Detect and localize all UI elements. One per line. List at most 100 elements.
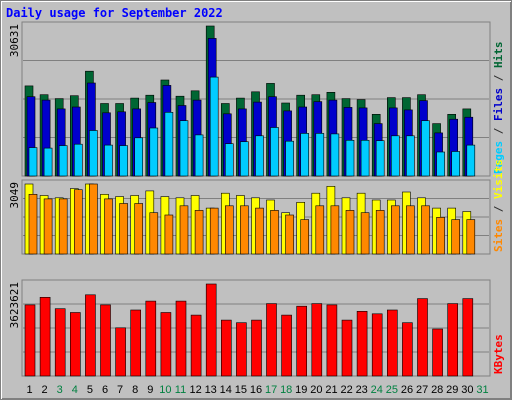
bar-sites-day-30 (466, 219, 476, 255)
bar-kbytes-day-12 (190, 314, 202, 377)
x-tick-label: 19 (295, 384, 307, 396)
bar-pages-day-18 (285, 140, 294, 177)
bar-pages-day-4 (74, 143, 83, 177)
bar-sites-day-1 (28, 194, 38, 255)
bar-kbytes-day-20 (311, 303, 323, 377)
chart-title: Daily usage for September 2022 (6, 6, 223, 20)
x-tick-label: 24 (371, 384, 383, 396)
bar-sites-day-8 (134, 203, 143, 255)
bar-pages-day-17 (270, 127, 279, 177)
bar-kbytes-day-16 (251, 319, 262, 377)
bar-pages-day-19 (300, 133, 310, 177)
bar-pages-day-8 (134, 137, 143, 177)
bar-sites-day-18 (285, 214, 294, 255)
bar-sites-day-19 (300, 219, 310, 255)
bar-kbytes-day-22 (341, 319, 353, 377)
bar-kbytes-day-5 (85, 294, 96, 377)
bar-sites-day-21 (330, 205, 340, 255)
bar-sites-day-28 (436, 217, 445, 255)
bar-pages-day-21 (330, 133, 340, 177)
bar-kbytes-day-30 (462, 298, 474, 377)
bar-pages-day-6 (104, 144, 113, 177)
bar-kbytes-day-2 (39, 296, 51, 377)
x-tick-label: 5 (87, 384, 93, 396)
x-tick-label: 20 (310, 384, 322, 396)
x-tick-label: 8 (132, 384, 138, 396)
bar-sites-day-25 (390, 205, 400, 255)
bar-kbytes-day-7 (115, 327, 126, 377)
bar-sites-day-6 (104, 198, 113, 255)
x-tick-label: 30 (461, 384, 473, 396)
x-tick-label: 2 (42, 384, 48, 396)
x-tick-label: 4 (72, 384, 78, 396)
bar-pages-day-13 (209, 76, 219, 177)
x-tick-label: 14 (220, 384, 232, 396)
series-legend: Pages / Files / Hits (492, 42, 505, 175)
legend-entry: Sites (492, 219, 505, 252)
bar-kbytes-day-11 (175, 300, 187, 377)
x-tick-label: 3 (57, 384, 63, 396)
bar-pages-day-24 (375, 140, 385, 177)
bar-kbytes-day-14 (221, 319, 232, 377)
bar-pages-day-2 (43, 147, 53, 177)
bar-kbytes-day-9 (145, 300, 157, 377)
legend-entry: / (492, 121, 505, 141)
legend-entry: Visits (492, 159, 505, 199)
bar-kbytes-day-21 (326, 304, 338, 377)
bar-sites-day-3 (58, 198, 68, 255)
bar-sites-day-29 (451, 219, 461, 255)
bar-kbytes-day-15 (236, 322, 247, 377)
bar-pages-day-27 (421, 120, 430, 177)
x-tick-label: 31 (476, 384, 488, 396)
bar-pages-day-30 (466, 144, 476, 177)
x-tick-label: 7 (117, 384, 123, 396)
bar-sites-day-12 (194, 210, 204, 255)
x-tick-label: 23 (356, 384, 368, 396)
x-tick-label: 13 (205, 384, 217, 396)
bar-sites-day-23 (360, 212, 370, 255)
bar-sites-day-14 (225, 205, 234, 255)
bar-kbytes-day-10 (160, 312, 172, 377)
legend-entry: Hits (492, 42, 505, 69)
bar-sites-day-16 (255, 207, 264, 255)
bar-kbytes-day-29 (447, 303, 459, 377)
legend-entry: Files (492, 88, 505, 121)
bar-sites-day-20 (315, 205, 325, 255)
bar-pages-day-1 (28, 147, 38, 177)
bar-kbytes-day-23 (356, 310, 368, 377)
x-tick-label: 28 (431, 384, 443, 396)
axis-max-label: 3049 (8, 182, 21, 209)
bar-pages-day-16 (255, 135, 264, 177)
x-tick-label: 21 (325, 384, 337, 396)
x-tick-label: 26 (401, 384, 413, 396)
x-tick-label: 11 (175, 384, 186, 396)
legend-entry: / (492, 68, 505, 88)
bar-sites-day-7 (119, 203, 128, 255)
series-legend: Sites / Visits (492, 159, 505, 252)
bar-kbytes-day-1 (24, 304, 36, 377)
x-tick-label: 9 (147, 384, 153, 396)
bar-kbytes-day-25 (386, 309, 398, 377)
bar-kbytes-day-26 (402, 322, 413, 377)
bar-sites-day-26 (406, 205, 415, 255)
axis-max-label: 30631 (8, 24, 21, 57)
bar-kbytes-day-6 (100, 304, 111, 377)
bar-pages-day-26 (406, 135, 415, 177)
bar-pages-day-22 (345, 140, 355, 177)
bar-pages-day-12 (194, 134, 204, 177)
bar-kbytes-day-19 (296, 305, 308, 377)
bar-pages-day-10 (164, 112, 174, 177)
axis-max-label: 3623621 (8, 282, 21, 328)
bar-sites-day-15 (240, 205, 249, 255)
bar-sites-day-17 (270, 210, 279, 255)
bar-sites-day-13 (209, 207, 219, 255)
bar-kbytes-day-4 (70, 312, 81, 377)
legend-entry: KBytes (492, 334, 505, 374)
bar-pages-day-9 (149, 127, 159, 177)
bar-sites-day-2 (43, 198, 53, 255)
bar-sites-day-5 (89, 183, 98, 255)
x-tick-label: 16 (250, 384, 262, 396)
bar-pages-day-23 (360, 140, 370, 177)
bar-kbytes-day-27 (417, 298, 428, 377)
